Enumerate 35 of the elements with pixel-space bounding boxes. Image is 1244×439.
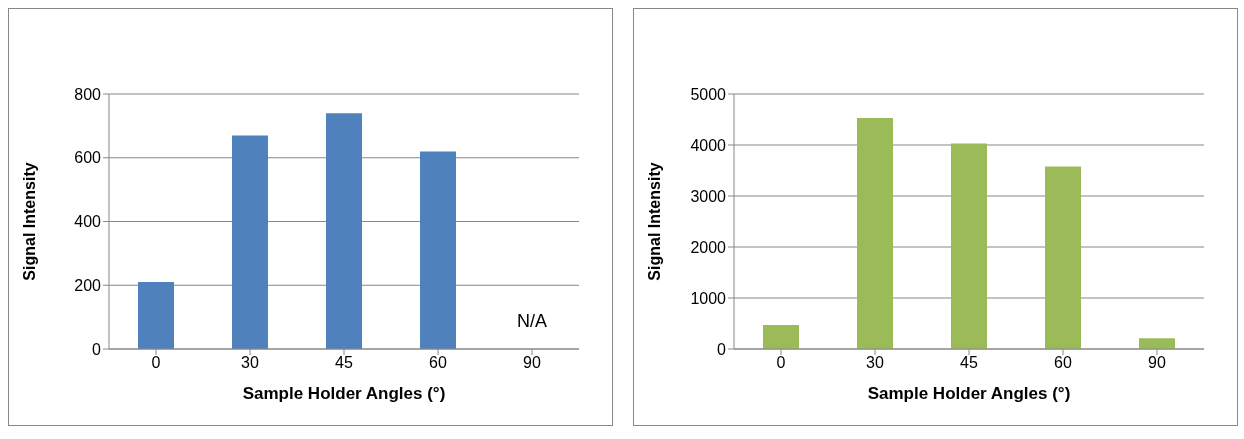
x-tick-label: 90 [1148, 354, 1166, 372]
y-tick-label: 4000 [690, 136, 727, 154]
x-tick-label: 30 [241, 354, 259, 372]
annotation: N/A [516, 311, 548, 331]
x-tick-label: 0 [151, 354, 161, 372]
y-tick-label: 800 [74, 85, 102, 103]
y-tick-label: 0 [92, 340, 102, 358]
bar [138, 282, 174, 349]
y-tick-label: 2000 [690, 238, 727, 256]
bar [763, 325, 799, 349]
x-axis-title: Sample Holder Angles (°) [867, 384, 1071, 403]
x-axis-title: Sample Holder Angles (°) [242, 384, 446, 403]
y-tick-label: 5000 [690, 85, 727, 103]
y-tick-label: 0 [717, 340, 727, 358]
bar [951, 143, 987, 349]
y-tick-label: 1000 [690, 289, 727, 307]
y-tick-label: 400 [74, 213, 102, 231]
y-tick-label: 3000 [690, 187, 727, 205]
y-axis-title: Signal Intensity [20, 162, 38, 281]
bar [326, 113, 362, 349]
bar [1045, 166, 1081, 349]
bar [232, 135, 268, 349]
bar [1139, 338, 1175, 349]
x-tick-label: 60 [429, 354, 447, 372]
x-tick-label: 90 [523, 354, 541, 372]
x-tick-label: 0 [776, 354, 786, 372]
bar [420, 151, 456, 349]
y-tick-label: 200 [74, 276, 102, 294]
x-tick-label: 45 [335, 354, 353, 372]
x-tick-label: 60 [1054, 354, 1072, 372]
x-tick-label: 45 [960, 354, 978, 372]
y-tick-label: 600 [74, 149, 102, 167]
x-tick-label: 30 [866, 354, 884, 372]
y-axis-title: Signal Intensity [645, 162, 663, 281]
bar [857, 117, 893, 349]
